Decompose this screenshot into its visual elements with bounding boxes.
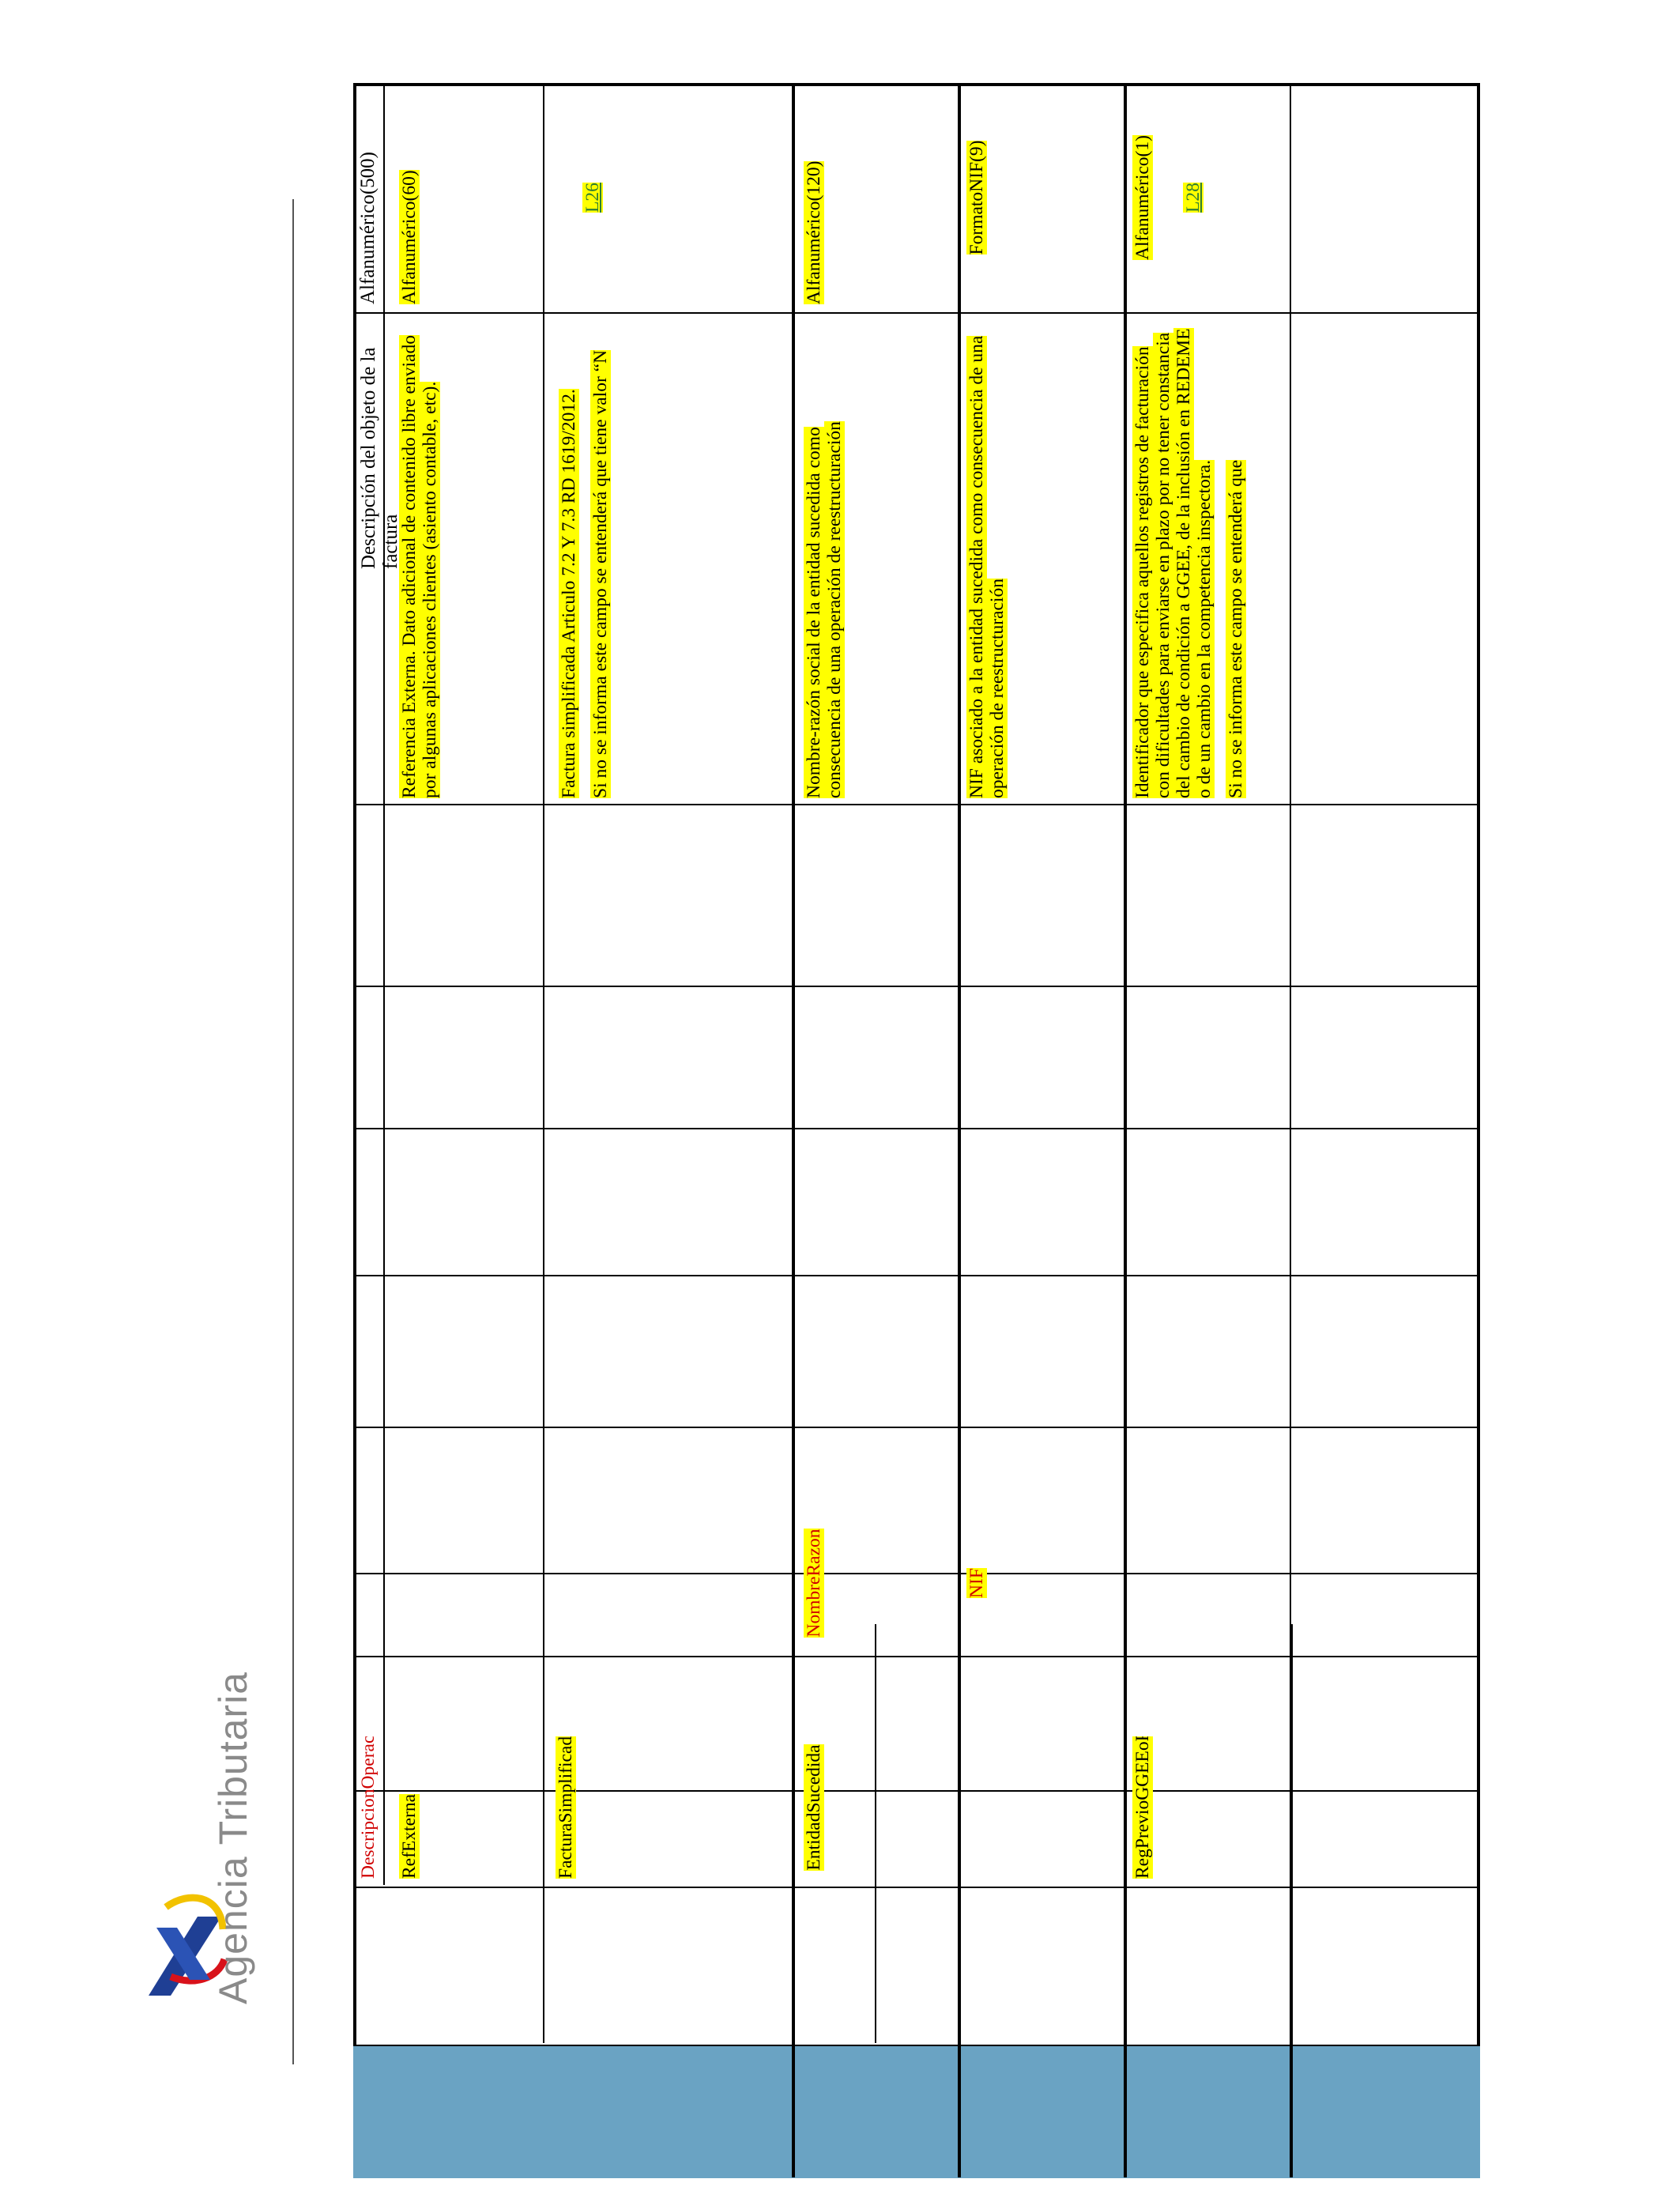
row-separator [958, 83, 961, 2177]
column-divider [353, 1128, 1480, 1129]
column-divider [353, 986, 1480, 987]
row-divider [875, 1624, 876, 2043]
column-divider [353, 1573, 1480, 1574]
field-spec-table: DescripcionOperación Descripción del obj… [353, 83, 1480, 2178]
row-divider [543, 83, 544, 2043]
header-divider [292, 199, 294, 2064]
header-field-name: DescripcionOperación [358, 1736, 379, 1879]
row-subfield-name: NombreRazon [804, 1529, 824, 1638]
column-divider [353, 1427, 1480, 1428]
table-side-band [353, 2045, 1480, 2178]
row-description: NIF asociado a la entidad sucedida como … [966, 335, 1008, 798]
row-format-link[interactable]: L26 [582, 183, 603, 213]
header-description: Descripción del objeto de la factura [358, 347, 401, 569]
column-divider [353, 804, 1480, 805]
row-divider [1290, 83, 1291, 1624]
header-format: Alfanumérico(500) [358, 152, 379, 304]
row-format: FormatoNIF(9) [966, 140, 987, 255]
row-field-name: RegPrevioGGEEoREDEMEoCompetencia [1132, 1736, 1153, 1879]
row-format: Alfanumérico(120) [804, 160, 824, 304]
row-separator [792, 83, 795, 2177]
table-border [353, 83, 1480, 2178]
row-separator [1124, 83, 1127, 2177]
row-separator [1290, 1624, 1293, 2177]
row-format: Alfanumérico(60) [399, 170, 420, 304]
row-format-link[interactable]: L28 [1183, 183, 1203, 213]
row-format: Alfanumérico(1) [1132, 135, 1153, 260]
column-divider [353, 2045, 1480, 2046]
row-field-name: FacturaSimplificadaArticulos7.2_7.3 [556, 1736, 576, 1879]
column-divider [353, 1275, 1480, 1276]
agencia-tributaria-logo-icon [149, 1894, 228, 1996]
row-description: Referencia Externa. Dato adicional de co… [399, 335, 440, 798]
row-field-name: RefExterna [399, 1793, 420, 1879]
row-subfield-name: NIF [966, 1568, 987, 1598]
column-divider [353, 1656, 1480, 1657]
brand-name: Agencia Tributaria [211, 1671, 255, 2004]
column-divider [353, 312, 1480, 314]
row-field-name: EntidadSucedida [804, 1744, 824, 1871]
row-description: Nombre-razón social de la entidad sucedi… [804, 421, 845, 798]
header-row-divider [383, 83, 385, 1885]
column-divider [353, 1887, 1480, 1888]
column-divider [353, 1790, 1480, 1792]
row-description: Factura simplificada Articulo 7.2 Y 7.3 … [559, 349, 611, 798]
row-description: Identificador que especifica aquellos re… [1132, 328, 1246, 798]
